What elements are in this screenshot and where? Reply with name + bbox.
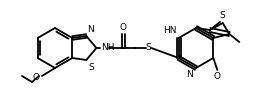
Text: S: S: [220, 11, 225, 20]
Text: O: O: [33, 72, 40, 82]
Text: O: O: [214, 72, 221, 81]
Text: S: S: [88, 63, 94, 72]
Text: N: N: [186, 70, 193, 79]
Text: O: O: [120, 23, 127, 32]
Text: S: S: [146, 44, 151, 52]
Text: N: N: [87, 25, 94, 34]
Text: NH: NH: [101, 44, 115, 52]
Text: HN: HN: [163, 26, 177, 35]
